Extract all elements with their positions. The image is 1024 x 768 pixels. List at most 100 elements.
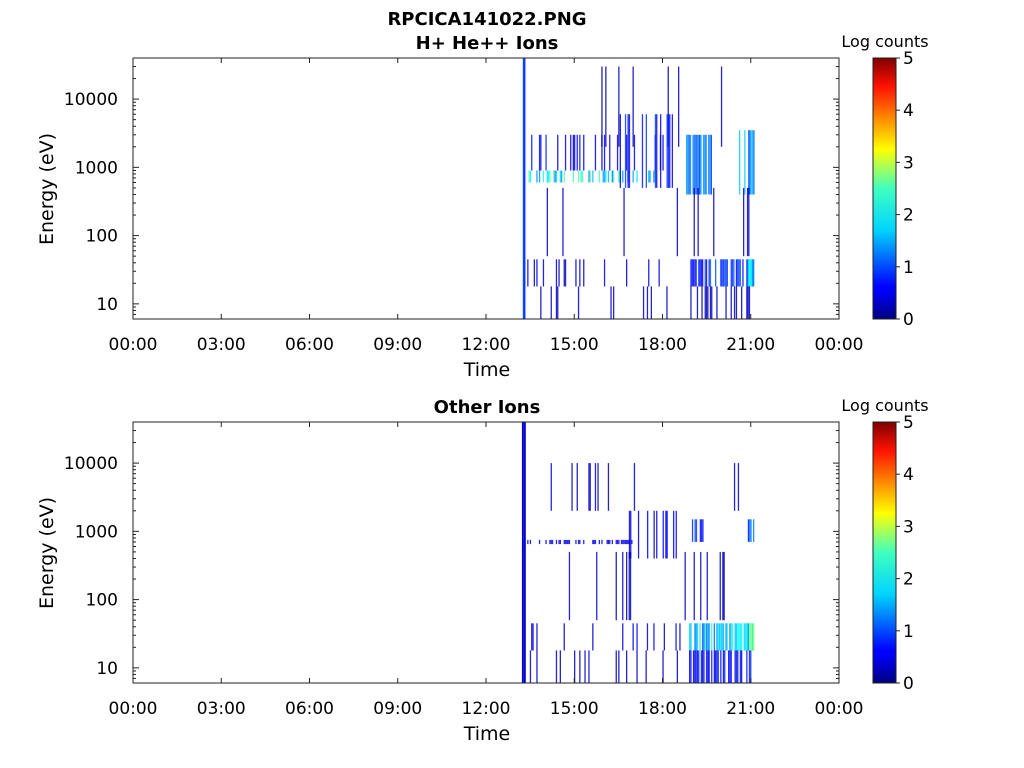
heatmap-cell [558, 259, 560, 287]
y-axis: 10000 1000 100 10 [64, 57, 839, 320]
heatmap-cell [691, 519, 694, 542]
heatmap-cell [619, 114, 621, 188]
heatmap-cell [691, 259, 693, 287]
heatmap-cell [737, 623, 739, 651]
y-tick-label: 1000 [75, 158, 118, 178]
heatmap-cell [588, 463, 590, 511]
heatmap-cell [722, 551, 724, 621]
heatmap-cell [704, 623, 706, 651]
heatmap-cell [606, 539, 608, 545]
heatmap-cell [613, 286, 615, 319]
heatmap-cell [533, 259, 535, 287]
heatmap-cell [660, 114, 662, 188]
heatmap-cell [536, 650, 538, 683]
heatmap-cell [583, 539, 585, 545]
heatmap-cell [695, 519, 698, 542]
heatmap-cell [609, 539, 611, 545]
colorbar-tick-label: 2 [903, 206, 914, 226]
heatmap-cell [748, 286, 751, 319]
heatmap-cell [679, 623, 681, 651]
colorbar-tick-label: 3 [903, 517, 914, 537]
colorbar-tick-label: 1 [903, 258, 914, 278]
heatmap-cell [628, 551, 630, 621]
x-axis-label: Time [463, 723, 511, 745]
heatmap-cell [647, 510, 649, 559]
heatmap-cell [618, 170, 620, 183]
heatmap-cell [676, 187, 678, 257]
heatmap-cell [666, 510, 668, 559]
heatmap-cell [563, 623, 565, 651]
heatmap-cell [545, 134, 547, 171]
heatmap-cell [523, 422, 525, 683]
heatmap-cell [542, 259, 545, 287]
heatmap-cell [653, 510, 655, 559]
heatmap-cell [709, 134, 711, 195]
heatmap-cell [730, 650, 732, 683]
heatmap-cell [733, 463, 736, 511]
heatmap-cell [522, 58, 525, 319]
heatmap-cell [722, 650, 725, 683]
heatmap-cell [654, 114, 657, 188]
heatmap-cell [730, 623, 732, 651]
heatmap-cell [646, 286, 649, 319]
heatmap-cell [700, 551, 702, 621]
heatmap-cell [687, 134, 689, 195]
heatmap-cell [696, 650, 699, 683]
heatmap-cell [603, 134, 606, 171]
heatmap-cell [700, 259, 702, 287]
heatmap-cell [705, 259, 708, 287]
heatmap-cell [701, 519, 703, 542]
heatmap-cell [703, 623, 705, 651]
heatmap-cell [540, 134, 542, 171]
heatmap-cell [749, 623, 751, 651]
colorbar-tick-label: 5 [903, 413, 914, 433]
heatmap-cell [529, 539, 532, 545]
heatmap-cell [559, 170, 561, 183]
heatmap-cell [594, 539, 597, 545]
heatmap-cell [693, 551, 695, 621]
panel-title: Other Ions [434, 397, 541, 418]
heatmap-cell [739, 130, 741, 195]
heatmap-cell [720, 623, 722, 651]
heatmap-cell [624, 539, 626, 545]
heatmap-cell [555, 650, 558, 683]
heatmap-cell [702, 134, 705, 195]
heatmap-cell [690, 286, 692, 319]
heatmap-cell [594, 463, 597, 511]
heatmap-cell [724, 650, 726, 683]
x-tick-label: 21:00 [726, 335, 775, 355]
x-tick-label: 15:00 [550, 335, 599, 355]
heatmap-cell [697, 187, 699, 257]
heatmap-cell [716, 650, 718, 683]
heatmap-cell [642, 286, 645, 319]
heatmap-cell [746, 286, 748, 319]
heatmap-cell [699, 134, 701, 195]
heatmap-cell [658, 259, 660, 287]
heatmap-cell [705, 286, 708, 319]
heatmap-cell [581, 170, 584, 183]
heatmap-cell [662, 134, 664, 171]
heatmap-cell [666, 286, 668, 319]
heatmap-cell [529, 170, 532, 183]
heatmap-cell [636, 623, 638, 651]
heatmap-cell [743, 187, 745, 257]
heatmap-cell [627, 539, 629, 545]
heatmap-cell [630, 510, 632, 559]
heatmap-cell [705, 650, 708, 683]
y-axis-label: Energy (eV) [36, 497, 58, 609]
heatmap-cell [524, 58, 526, 319]
heatmap-cell [713, 187, 715, 257]
heatmap-cell [741, 286, 743, 319]
heatmap-cell [689, 134, 692, 195]
heatmap-cell [641, 114, 644, 188]
x-tick-label: 09:00 [373, 335, 422, 355]
heatmap-cell [615, 539, 617, 545]
heatmap-cell [656, 510, 658, 559]
heatmap-cell [574, 650, 576, 683]
heatmap-cell [686, 134, 688, 195]
heatmap-cell [563, 539, 565, 545]
heatmap-cell [692, 650, 695, 683]
y-tick-label: 10 [96, 295, 118, 315]
colorbar-label: Log counts [841, 32, 928, 51]
heatmap-cell [632, 66, 634, 147]
